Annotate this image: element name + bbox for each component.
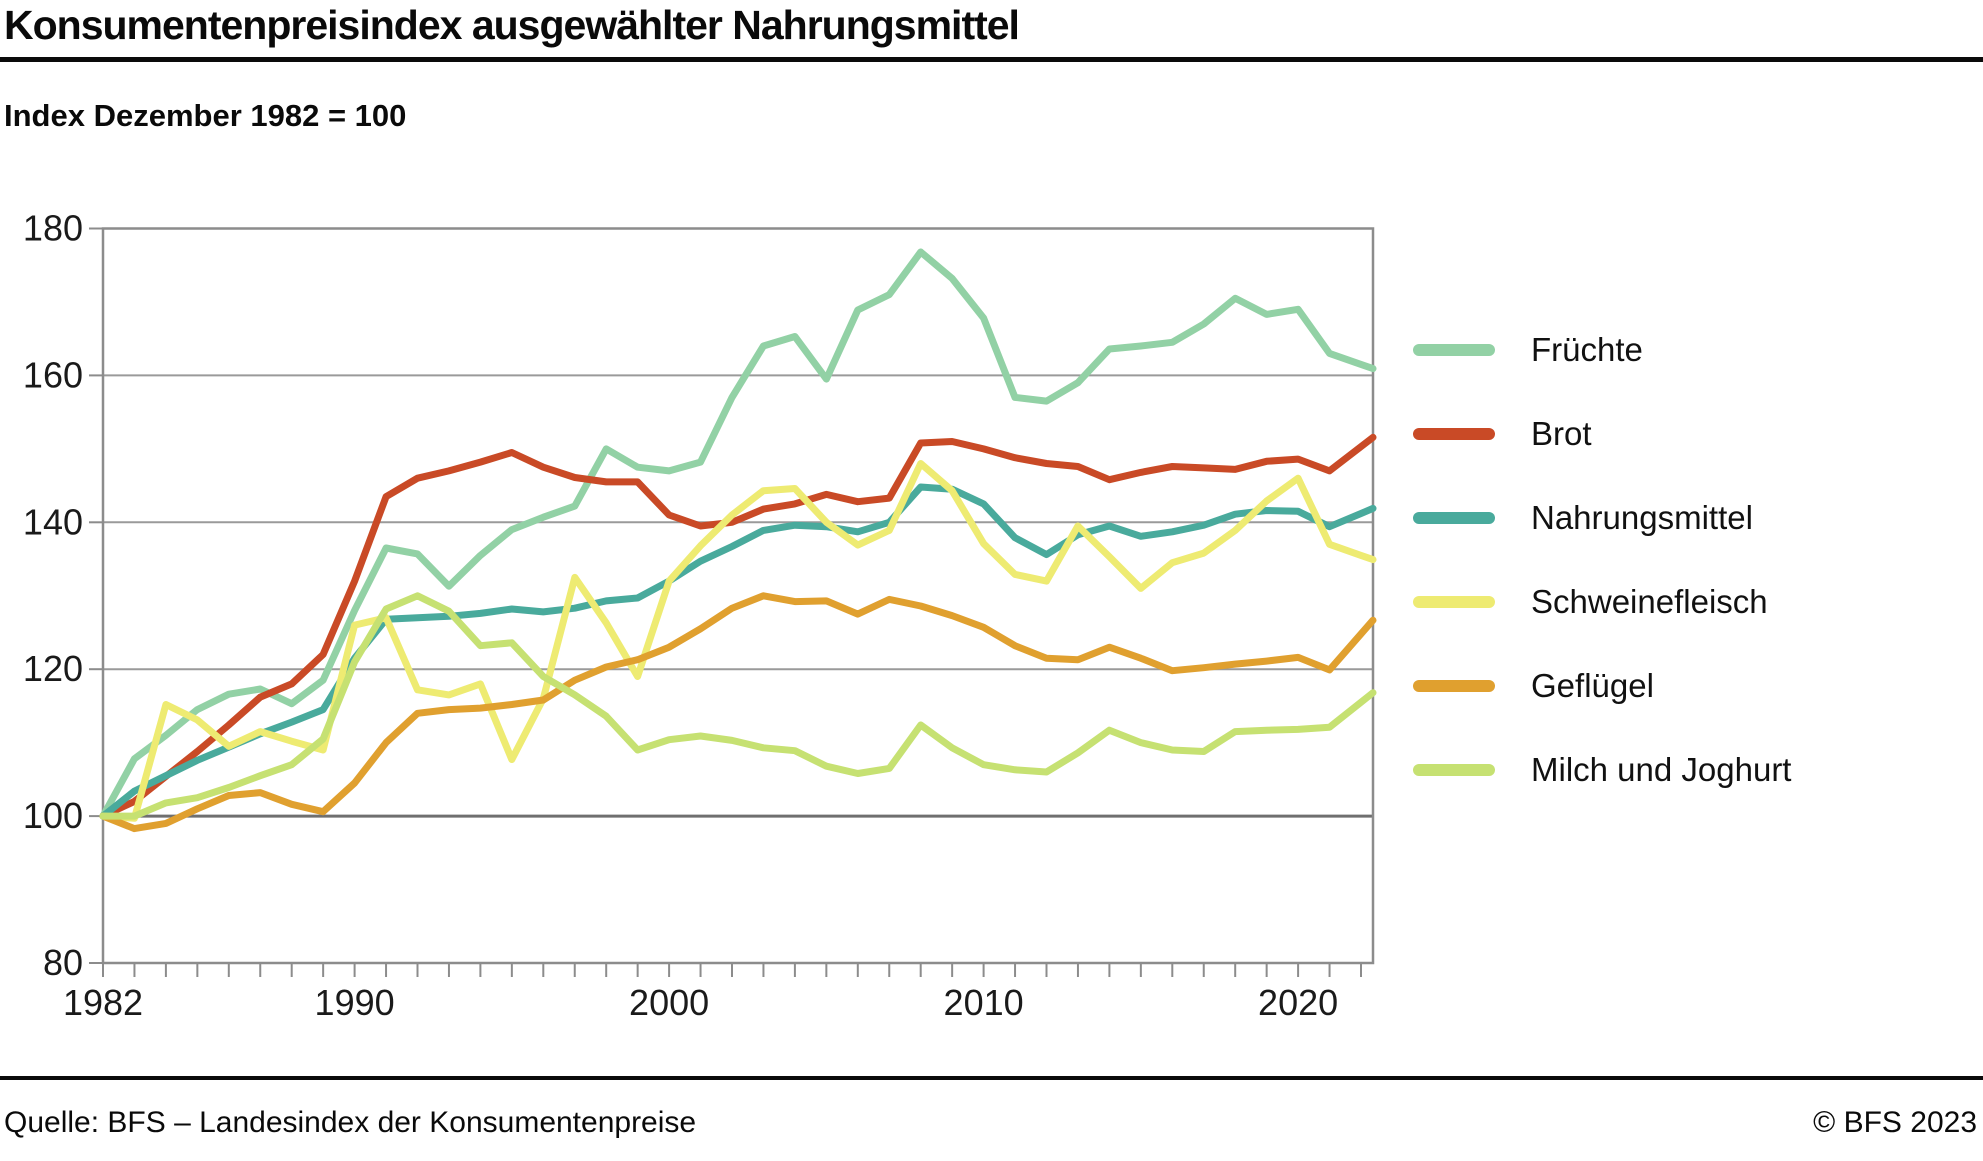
x-axis-label-2020: 2020	[1258, 982, 1338, 1023]
y-axis-label-160: 160	[23, 354, 83, 395]
legend-item-schweinefleisch: Schweinefleisch	[1413, 560, 1791, 644]
legend-item-gefluegel: Geflügel	[1413, 644, 1791, 728]
y-axis-label-180: 180	[23, 208, 83, 249]
series-line-schweinefleisch	[99, 460, 1377, 822]
page-title: Konsumentenpreisindex ausgewählter Nahru…	[4, 2, 1020, 48]
legend-label: Früchte	[1531, 331, 1643, 368]
legend-swatch-schweinefleisch	[1413, 596, 1495, 608]
line-chart: 80 100 120 140 160 180 1982 1990 2000 2010 2020	[23, 208, 1377, 1023]
series-line-nahrungsmittel	[99, 483, 1377, 820]
title-divider	[0, 57, 1983, 62]
series-line-fr-chte	[99, 248, 1377, 820]
legend-label: Brot	[1531, 415, 1592, 452]
series-line-brot	[99, 433, 1377, 820]
series-line-gefl-gel	[99, 592, 1377, 833]
legend-label: Nahrungsmittel	[1531, 499, 1753, 536]
y-axis-label-140: 140	[23, 501, 83, 542]
x-axis-label-2010: 2010	[944, 982, 1024, 1023]
legend-label: Milch und Joghurt	[1531, 751, 1792, 788]
footer-divider	[0, 1076, 1983, 1080]
source-note: Quelle: BFS – Landesindex der Konsumente…	[4, 1106, 697, 1139]
series-line-milch-und-joghurt	[99, 592, 1377, 820]
copyright-note: © BFS 2023	[1813, 1106, 1977, 1139]
legend-swatch-gefluegel	[1413, 680, 1495, 692]
legend-item-milch-und-joghurt: Milch und Joghurt	[1413, 728, 1791, 812]
x-axis-label-1982: 1982	[63, 982, 143, 1023]
legend-item-brot: Brot	[1413, 392, 1791, 476]
y-axis-label-120: 120	[23, 648, 83, 689]
legend-swatch-nahrungsmittel	[1413, 512, 1495, 524]
plot-border	[101, 227, 1375, 965]
chart-subtitle: Index Dezember 1982 = 100	[4, 98, 407, 133]
footer: Quelle: BFS – Landesindex der Konsumente…	[0, 1096, 1983, 1156]
chart-legend: Früchte Brot Nahrungsmittel Schweineflei…	[1413, 308, 1791, 812]
y-axis-label-80: 80	[43, 942, 83, 983]
legend-swatch-fruechte	[1413, 344, 1495, 356]
legend-item-fruechte: Früchte	[1413, 308, 1791, 392]
legend-swatch-milch-und-joghurt	[1413, 764, 1495, 776]
x-axis-label-2000: 2000	[629, 982, 709, 1023]
y-axis-label-100: 100	[23, 795, 83, 836]
legend-item-nahrungsmittel: Nahrungsmittel	[1413, 476, 1791, 560]
legend-swatch-brot	[1413, 428, 1495, 440]
legend-label: Geflügel	[1531, 667, 1654, 704]
legend-label: Schweinefleisch	[1531, 583, 1768, 620]
x-axis-label-1990: 1990	[315, 982, 395, 1023]
